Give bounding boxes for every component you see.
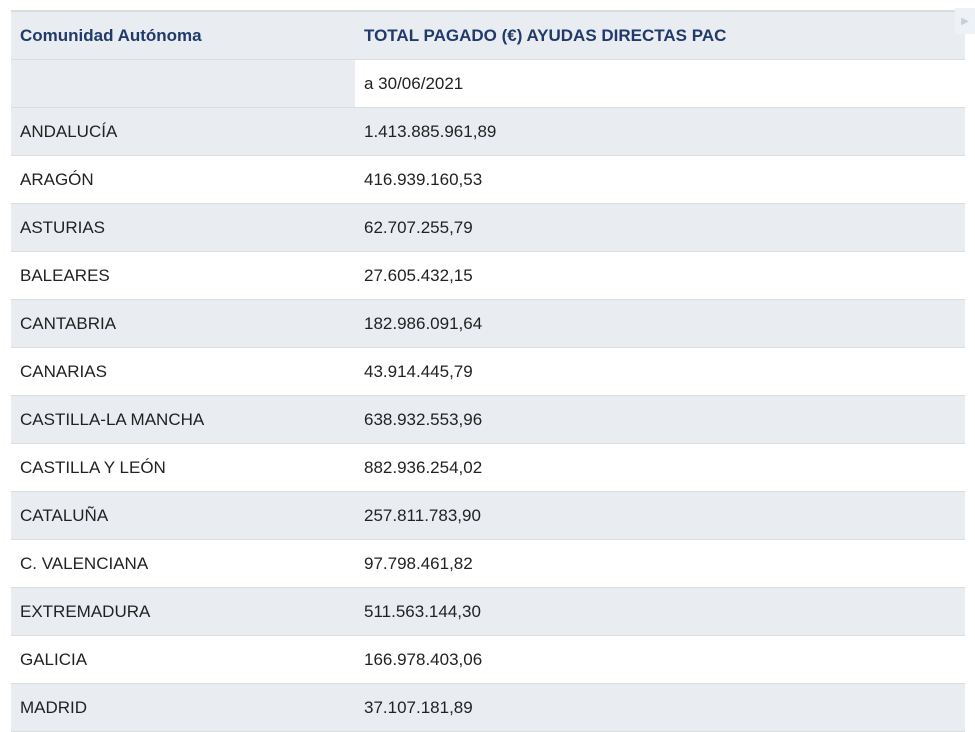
table-row: CANARIAS 43.914.445,79 [11,347,965,396]
table-row: C. VALENCIANA 97.798.461,82 [11,539,965,588]
table-body: ANDALUCÍA 1.413.885.961,89 ARAGÓN 416.939.1… [11,107,965,732]
region-cell: CANTABRIA [11,299,355,348]
table-row: BALEARES 27.605.432,15 [11,251,965,300]
region-cell: CANARIAS [11,347,355,396]
table-row: ANDALUCÍA 1.413.885.961,89 [11,107,965,156]
region-cell: GALICIA [11,635,355,684]
header-region: Comunidad Autónoma [11,11,355,60]
header-total-paid: TOTAL PAGADO (€) AYUDAS DIRECTAS PAC [355,11,965,60]
amount-cell: 182.986.091,64 [355,299,965,348]
amount-cell: 416.939.160,53 [355,155,965,204]
table-row: ARAGÓN 416.939.160,53 [11,155,965,204]
table-row: CASTILLA Y LEÓN 882.936.254,02 [11,443,965,492]
amount-cell: 27.605.432,15 [355,251,965,300]
table-row: EXTREMADURA 511.563.144,30 [11,587,965,636]
amount-cell: 37.107.181,89 [355,683,965,732]
pac-payments-table: Comunidad Autónoma TOTAL PAGADO (€) AYUD… [11,10,965,732]
region-cell: CASTILLA-LA MANCHA [11,395,355,444]
table-row: GALICIA 166.978.403,06 [11,635,965,684]
amount-cell: 882.936.254,02 [355,443,965,492]
table-row: CATALUÑA 257.811.783,90 [11,491,965,540]
region-cell: C. VALENCIANA [11,539,355,588]
region-cell: ASTURIAS [11,203,355,252]
region-cell: MADRID [11,683,355,732]
amount-cell: 257.811.783,90 [355,491,965,540]
table-row: MADRID 37.107.181,89 [11,683,965,732]
amount-cell: 62.707.255,79 [355,203,965,252]
table-row: ASTURIAS 62.707.255,79 [11,203,965,252]
subheader-empty [11,59,355,108]
subheader-date: a 30/06/2021 [355,59,965,108]
table-row: CANTABRIA 182.986.091,64 [11,299,965,348]
region-cell: ARAGÓN [11,155,355,204]
region-cell: BALEARES [11,251,355,300]
region-cell: EXTREMADURA [11,587,355,636]
amount-cell: 166.978.403,06 [355,635,965,684]
region-cell: CATALUÑA [11,491,355,540]
amount-cell: 43.914.445,79 [355,347,965,396]
region-cell: ANDALUCÍA [11,107,355,156]
region-cell: CASTILLA Y LEÓN [11,443,355,492]
amount-cell: 1.413.885.961,89 [355,107,965,156]
pac-payments-table-container: Comunidad Autónoma TOTAL PAGADO (€) AYUD… [11,10,965,732]
amount-cell: 638.932.553,96 [355,395,965,444]
amount-cell: 511.563.144,30 [355,587,965,636]
amount-cell: 97.798.461,82 [355,539,965,588]
table-subheader-row: a 30/06/2021 [11,59,965,108]
table-row: CASTILLA-LA MANCHA 638.932.553,96 [11,395,965,444]
scroll-indicator-icon[interactable]: ▶ [955,8,975,34]
table-header-row: Comunidad Autónoma TOTAL PAGADO (€) AYUD… [11,11,965,60]
